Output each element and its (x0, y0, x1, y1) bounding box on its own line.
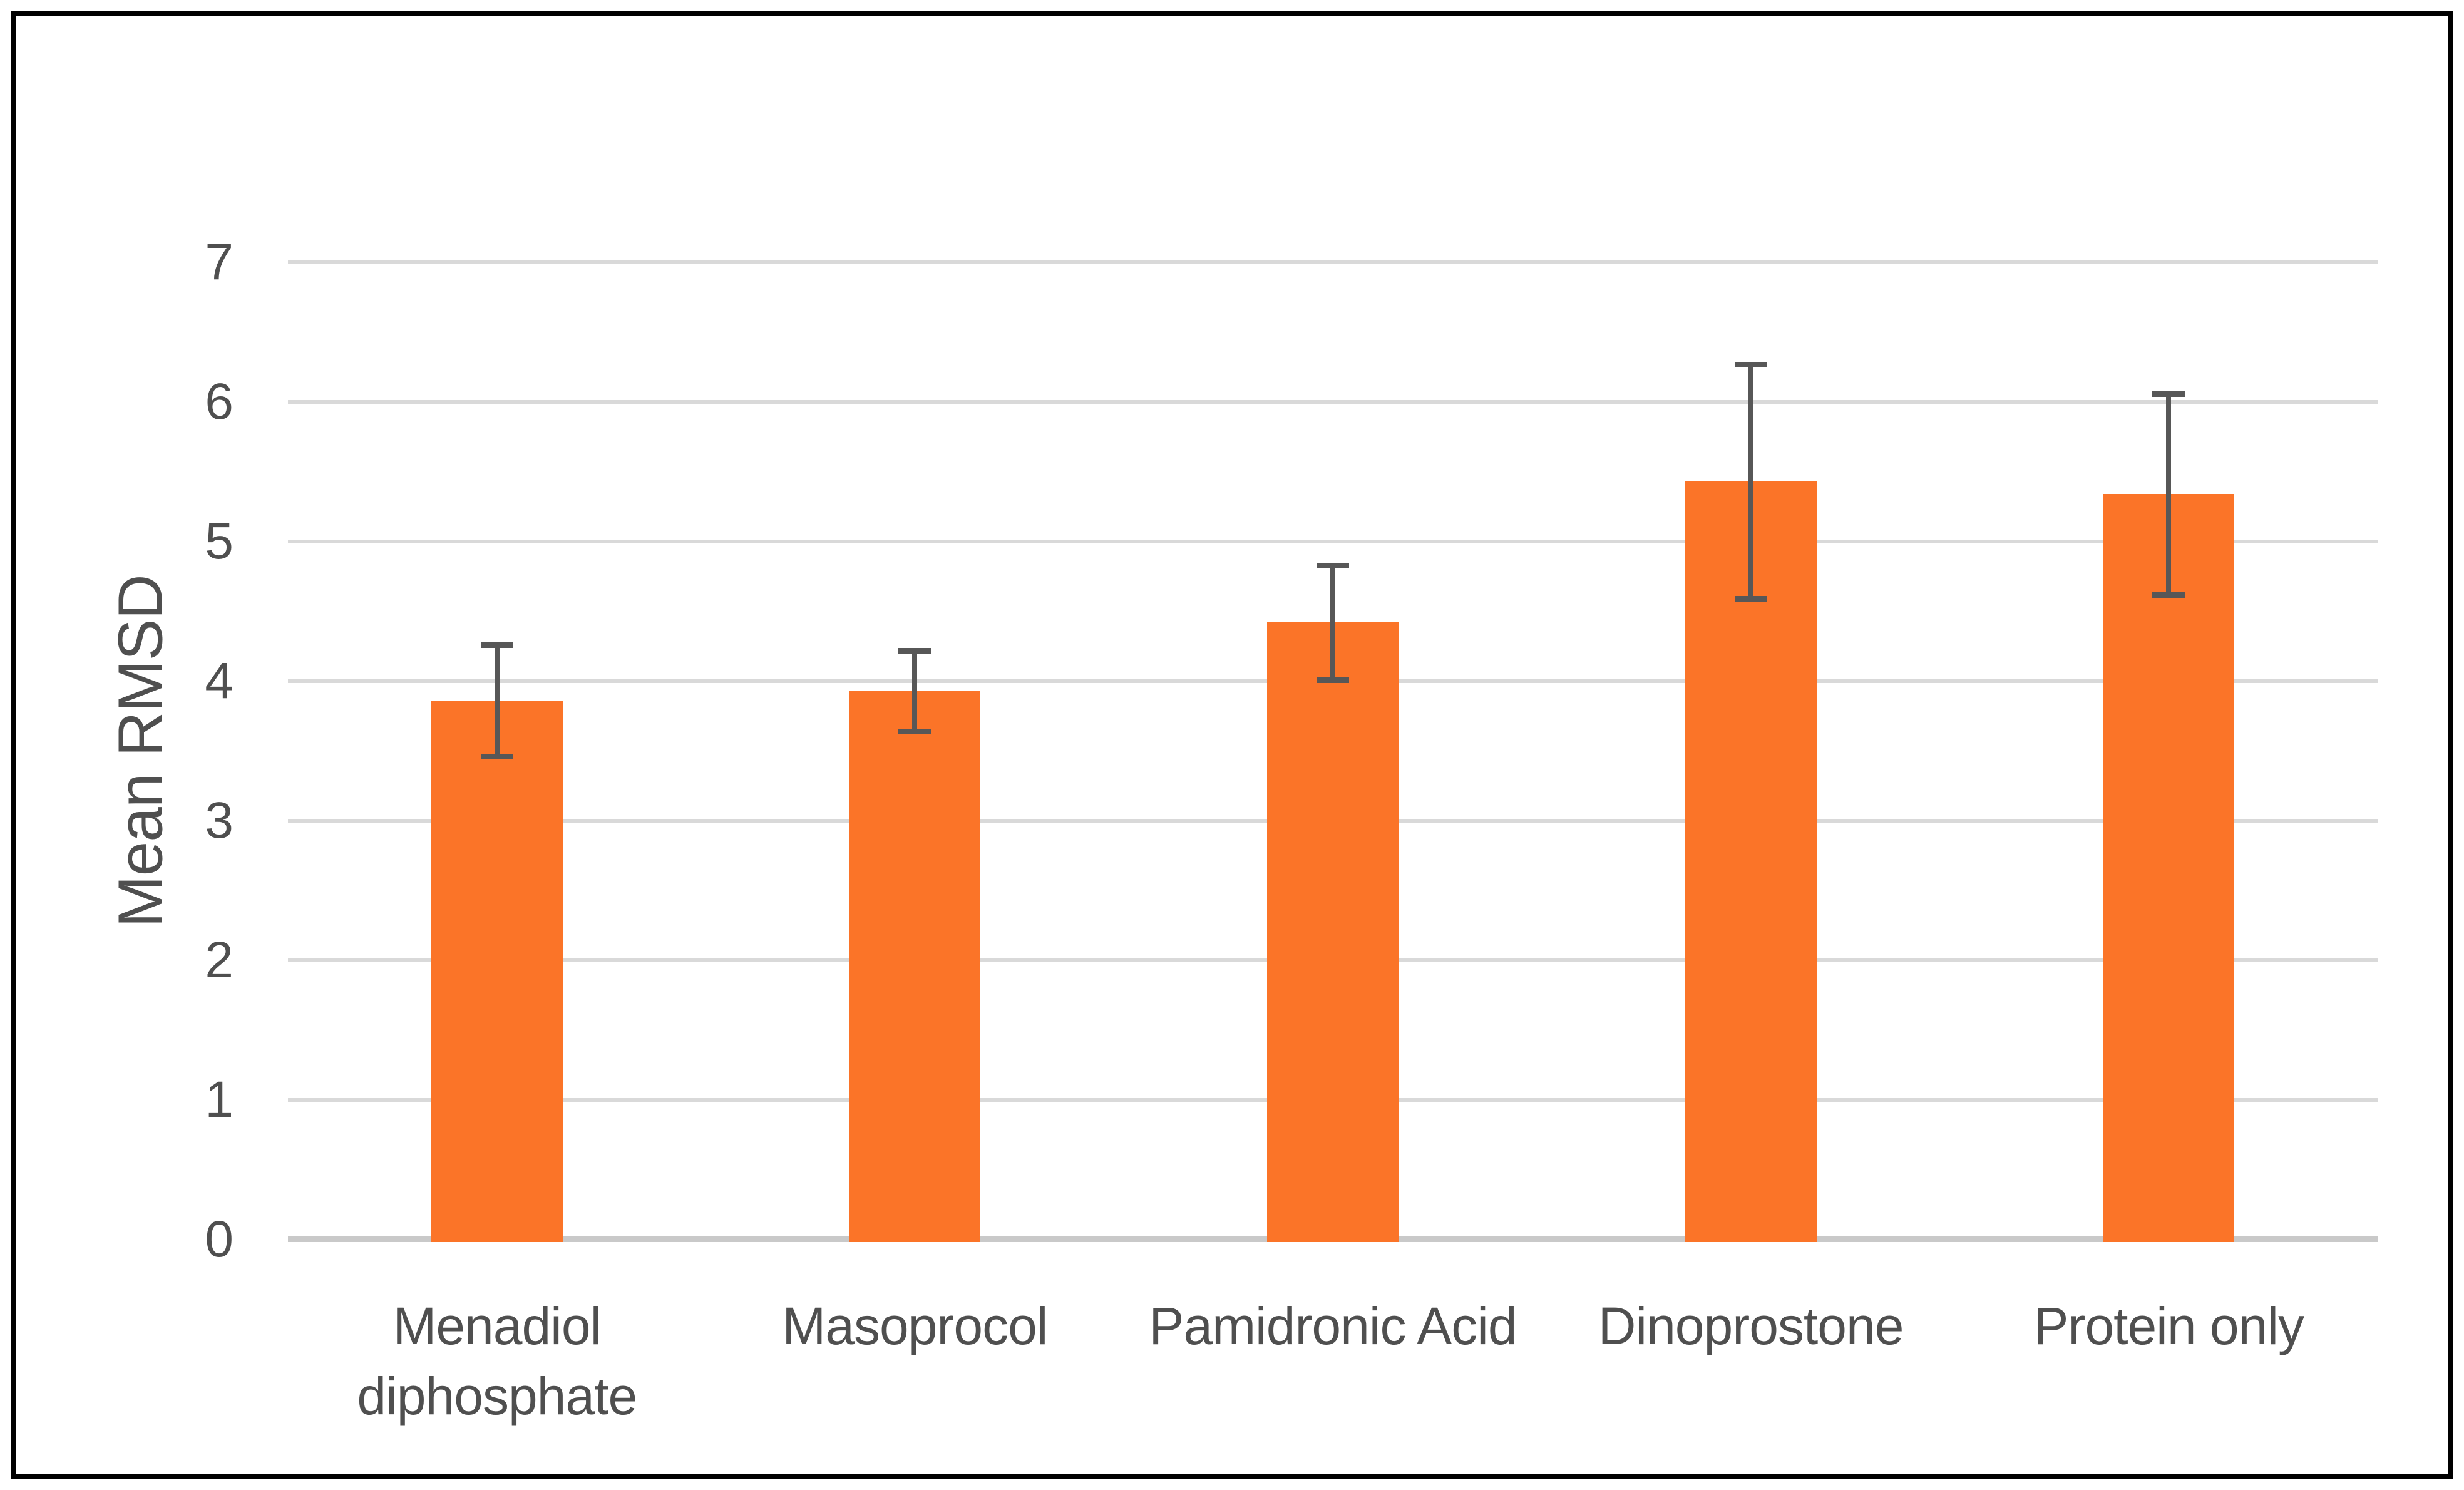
gridline-y-5 (288, 540, 2378, 543)
y-tick-label-4: 4 (205, 652, 234, 709)
category-label-masoprocol: Masoprocol (782, 1297, 1048, 1355)
y-tick-label-3: 3 (205, 792, 234, 849)
category-label-menadiol-diphosphate: Menadiol diphosphate (357, 1297, 637, 1426)
error-bar-top-cap-masoprocol (898, 647, 932, 654)
plot-area (288, 260, 2378, 1242)
y-tick-label-2: 2 (205, 932, 234, 989)
error-bar-bottom-cap-protein-only (2152, 592, 2185, 598)
bar-masoprocol (849, 691, 981, 1242)
error-bar-bottom-cap-masoprocol (898, 729, 932, 735)
bar-pamidronic-acid (1267, 622, 1399, 1242)
x-axis-category-labels: Menadiol diphosphate Masoprocol Pamidronic… (288, 1291, 2378, 1479)
error-bar-line-menadiol-diphosphate (494, 645, 500, 757)
bar-dinoprostone (1685, 481, 1817, 1242)
error-bar-line-dinoprostone (1748, 364, 1753, 599)
chart-border (11, 11, 2453, 1479)
y-axis-tick-labels: 0 1 2 3 4 5 6 7 (75, 0, 234, 1490)
category-label-protein-only: Protein only (2033, 1297, 2304, 1355)
y-tick-label-6: 6 (205, 373, 234, 430)
gridline-y-6 (288, 400, 2378, 404)
y-tick-label-0: 0 (205, 1211, 234, 1268)
error-bar-line-pamidronic-acid (1330, 565, 1335, 680)
category-label-pamidronic-acid: Pamidronic Acid (1149, 1297, 1517, 1355)
y-tick-label-7: 7 (205, 234, 234, 290)
bar-protein-only (2103, 494, 2235, 1242)
category-label-dinoprostone: Dinoprostone (1598, 1297, 1904, 1355)
error-bar-line-masoprocol (912, 650, 918, 732)
error-bar-top-cap-dinoprostone (1734, 361, 1767, 367)
error-bar-top-cap-protein-only (2152, 391, 2185, 397)
y-tick-label-1: 1 (205, 1071, 234, 1128)
error-bar-top-cap-pamidronic-acid (1317, 562, 1349, 568)
error-bar-line-protein-only (2166, 393, 2172, 595)
error-bar-bottom-cap-dinoprostone (1734, 596, 1767, 602)
bar-menadiol-diphosphate (431, 701, 563, 1242)
error-bar-top-cap-menadiol-diphosphate (480, 642, 513, 649)
error-bar-bottom-cap-menadiol-diphosphate (480, 754, 513, 760)
error-bar-bottom-cap-pamidronic-acid (1317, 677, 1349, 683)
y-tick-label-5: 5 (205, 513, 234, 570)
gridline-y-7 (288, 260, 2378, 264)
